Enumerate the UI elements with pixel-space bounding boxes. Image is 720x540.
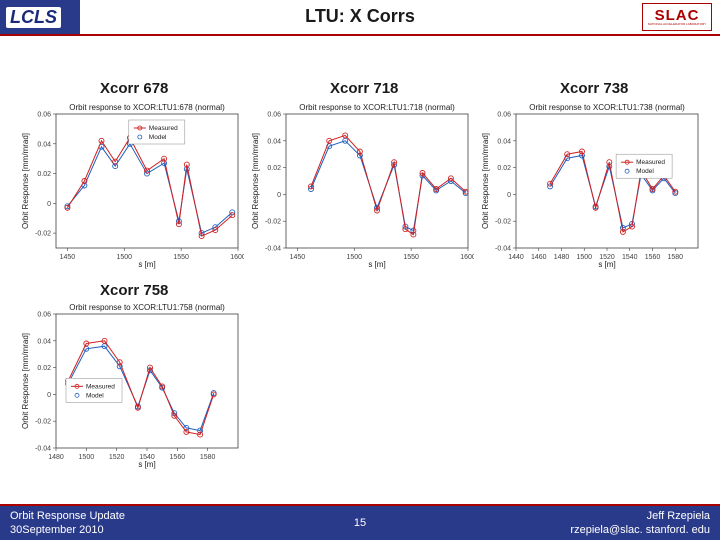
svg-text:s [m]: s [m]: [368, 260, 385, 269]
header: LCLS LTU: X Corrs SLAC NATIONAL ACCELERA…: [0, 0, 720, 34]
svg-text:0.04: 0.04: [37, 338, 51, 345]
svg-text:1450: 1450: [290, 254, 306, 261]
footer-left: Orbit Response Update 30September 2010: [10, 509, 125, 538]
svg-text:1460: 1460: [531, 254, 547, 261]
svg-text:0.02: 0.02: [37, 171, 51, 178]
content-area: Xcorr 678 Orbit response to XCOR:LTU1:678…: [0, 38, 720, 506]
footer-page-number: 15: [354, 517, 366, 529]
svg-text:Model: Model: [149, 134, 167, 141]
svg-text:1600: 1600: [460, 254, 474, 261]
svg-text:1580: 1580: [667, 254, 683, 261]
svg-text:0.06: 0.06: [267, 112, 281, 119]
footer-right-line1: Jeff Rzepiela: [570, 509, 710, 523]
footer-right: Jeff Rzepiela rzepiela@slac. stanford. e…: [570, 509, 710, 538]
svg-text:Measured: Measured: [636, 159, 665, 166]
xcorr-738-label: Xcorr 738: [560, 80, 628, 97]
svg-text:Measured: Measured: [149, 125, 178, 132]
svg-text:-0.02: -0.02: [495, 219, 511, 226]
svg-text:1500: 1500: [346, 254, 362, 261]
svg-text:1500: 1500: [79, 454, 95, 461]
svg-text:0: 0: [47, 392, 51, 399]
svg-text:-0.02: -0.02: [35, 419, 51, 426]
svg-text:0.06: 0.06: [37, 312, 51, 319]
svg-text:1480: 1480: [554, 254, 570, 261]
svg-text:0.04: 0.04: [497, 138, 511, 145]
footer: Orbit Response Update 30September 2010 1…: [0, 506, 720, 540]
svg-text:1440: 1440: [508, 254, 524, 261]
svg-text:0.02: 0.02: [497, 165, 511, 172]
svg-text:1500: 1500: [576, 254, 592, 261]
svg-text:1600: 1600: [230, 254, 244, 261]
xcorr-718-label: Xcorr 718: [330, 80, 398, 97]
svg-text:0.04: 0.04: [267, 138, 281, 145]
svg-text:0.02: 0.02: [267, 165, 281, 172]
slac-logo-text: SLAC: [655, 8, 700, 23]
page-title: LTU: X Corrs: [0, 6, 720, 27]
svg-text:-0.04: -0.04: [35, 446, 51, 453]
xcorr-738-chart: Orbit response to XCOR:LTU1:738 (normal)…: [478, 100, 704, 270]
svg-text:0: 0: [277, 192, 281, 199]
svg-text:-0.02: -0.02: [35, 231, 51, 238]
footer-left-line2: 30September 2010: [10, 523, 125, 537]
svg-text:1550: 1550: [173, 254, 189, 261]
xcorr-758-chart: Orbit response to XCOR:LTU1:758 (normal)…: [18, 300, 244, 470]
svg-text:1500: 1500: [116, 254, 132, 261]
svg-text:1520: 1520: [109, 454, 125, 461]
xcorr-718-chart: Orbit response to XCOR:LTU1:718 (normal)…: [248, 100, 474, 270]
svg-text:Model: Model: [636, 168, 654, 175]
svg-text:-0.04: -0.04: [265, 246, 281, 253]
svg-text:0.02: 0.02: [37, 365, 51, 372]
svg-text:Orbit Response [mm/mrad]: Orbit Response [mm/mrad]: [21, 133, 30, 229]
svg-text:Orbit response to XCOR:LTU1:73: Orbit response to XCOR:LTU1:738 (normal): [529, 103, 685, 112]
svg-text:1480: 1480: [48, 454, 64, 461]
svg-text:Orbit Response [mm/mrad]: Orbit Response [mm/mrad]: [251, 133, 260, 229]
svg-text:Orbit response to XCOR:LTU1:71: Orbit response to XCOR:LTU1:718 (normal): [299, 103, 455, 112]
svg-text:Orbit response to XCOR:LTU1:67: Orbit response to XCOR:LTU1:678 (normal): [69, 103, 225, 112]
footer-left-line1: Orbit Response Update: [10, 509, 125, 523]
svg-text:0: 0: [47, 201, 51, 208]
svg-text:1540: 1540: [622, 254, 638, 261]
svg-text:1580: 1580: [200, 454, 216, 461]
svg-text:Orbit Response [mm/mrad]: Orbit Response [mm/mrad]: [481, 133, 490, 229]
xcorr-678-chart: Orbit response to XCOR:LTU1:678 (normal)…: [18, 100, 244, 270]
svg-text:s [m]: s [m]: [598, 260, 615, 269]
svg-text:1560: 1560: [170, 454, 186, 461]
slac-logo: SLAC NATIONAL ACCELERATOR LABORATORY: [642, 3, 712, 31]
xcorr-758-label: Xcorr 758: [100, 282, 168, 299]
svg-text:1560: 1560: [645, 254, 661, 261]
svg-text:Orbit Response [mm/mrad]: Orbit Response [mm/mrad]: [21, 333, 30, 429]
svg-text:-0.02: -0.02: [265, 219, 281, 226]
svg-text:Orbit response to XCOR:LTU1:75: Orbit response to XCOR:LTU1:758 (normal): [69, 303, 225, 312]
svg-text:Measured: Measured: [86, 383, 115, 390]
svg-text:1450: 1450: [60, 254, 76, 261]
svg-text:s [m]: s [m]: [138, 460, 155, 469]
svg-text:0.06: 0.06: [497, 112, 511, 119]
svg-text:0.04: 0.04: [37, 141, 51, 148]
svg-text:Model: Model: [86, 392, 104, 399]
svg-text:-0.04: -0.04: [495, 246, 511, 253]
slac-logo-subtext: NATIONAL ACCELERATOR LABORATORY: [648, 23, 707, 26]
svg-text:1550: 1550: [403, 254, 419, 261]
svg-text:s [m]: s [m]: [138, 260, 155, 269]
footer-right-line2: rzepiela@slac. stanford. edu: [570, 523, 710, 537]
svg-text:0: 0: [507, 192, 511, 199]
xcorr-678-label: Xcorr 678: [100, 80, 168, 97]
header-accent-bar: [0, 34, 720, 36]
svg-text:0.06: 0.06: [37, 112, 51, 119]
